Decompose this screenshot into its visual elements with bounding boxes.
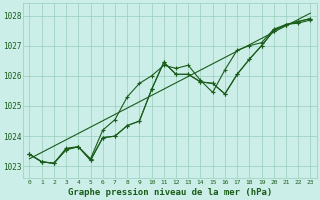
X-axis label: Graphe pression niveau de la mer (hPa): Graphe pression niveau de la mer (hPa) xyxy=(68,188,272,197)
